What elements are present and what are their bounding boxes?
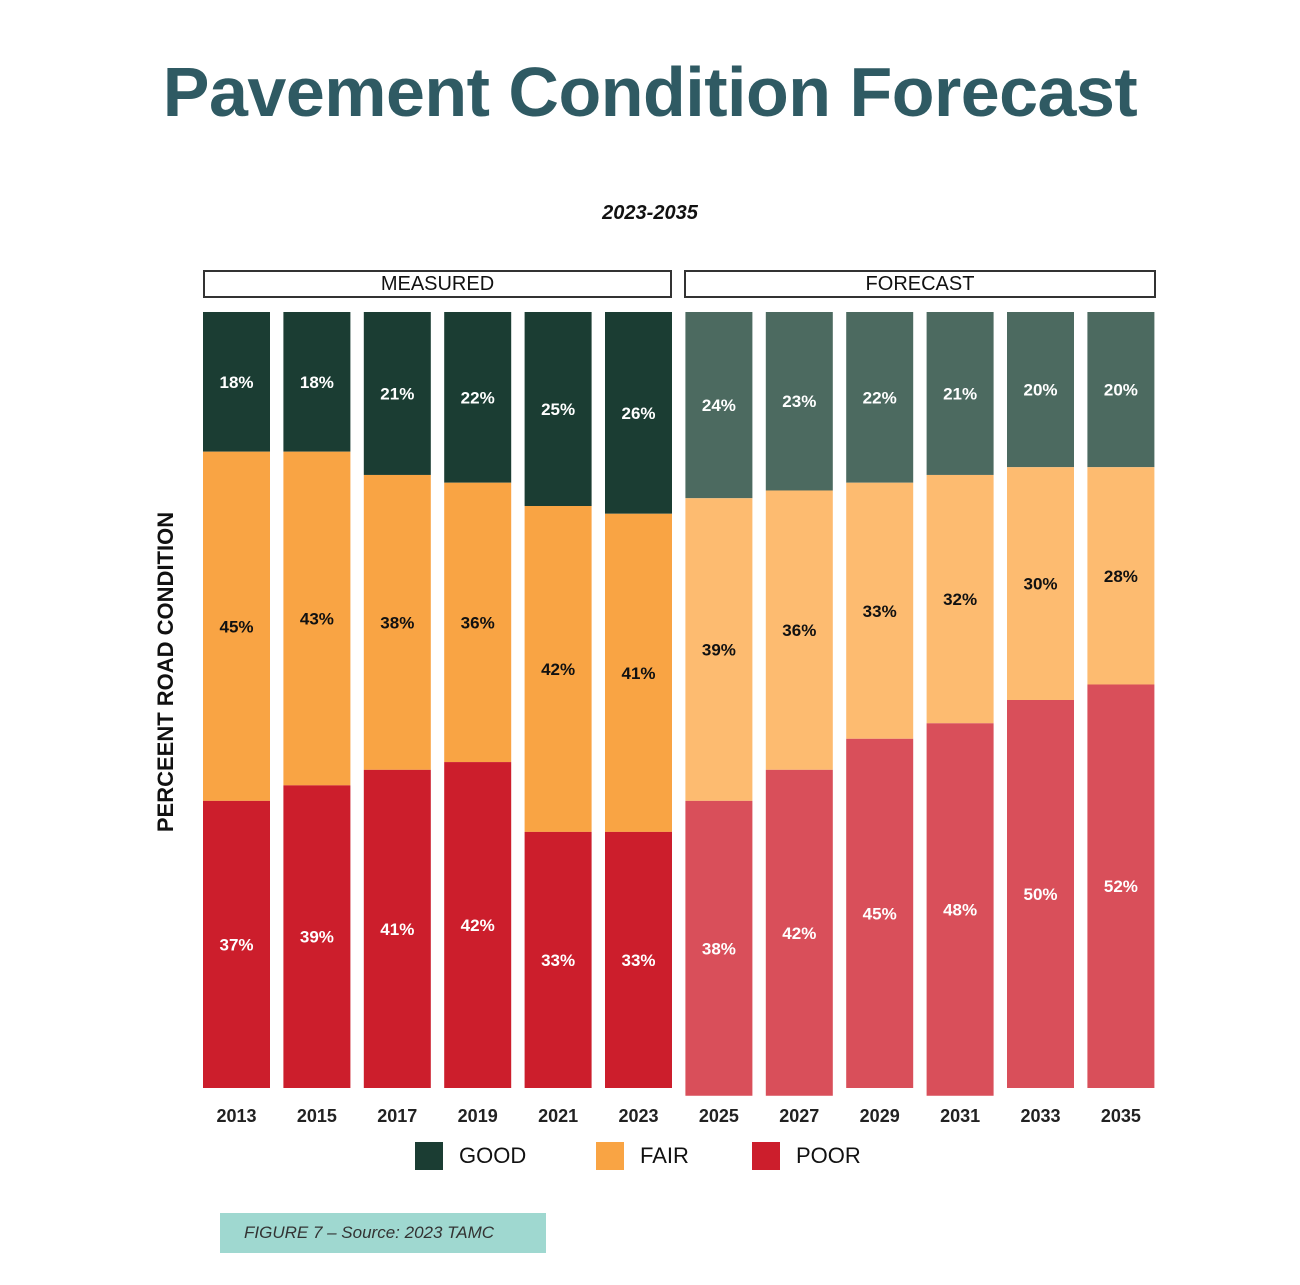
bar-poor-2031 [926, 723, 994, 1096]
bar-fair-2035 [1087, 467, 1155, 685]
bar-poor-2017 [363, 769, 431, 1088]
x-tick-2023: 2023 [618, 1106, 658, 1126]
data-label-poor-2015: 39% [300, 928, 334, 947]
data-label-good-2017: 21% [380, 384, 414, 403]
data-label-good-2027: 23% [782, 392, 816, 411]
bar-poor-2019 [444, 762, 512, 1088]
data-label-poor-2035: 52% [1104, 877, 1138, 896]
measured-section-label: MEASURED [203, 270, 672, 298]
data-label-fair-2029: 33% [863, 602, 897, 621]
data-label-good-2029: 22% [863, 388, 897, 407]
bar-good-2035 [1087, 312, 1155, 468]
data-label-good-2033: 20% [1023, 381, 1057, 400]
bar-fair-2017 [363, 474, 431, 770]
bar-poor-2033 [1007, 700, 1074, 1088]
bar-good-2015 [283, 312, 351, 452]
chart-title: Pavement Condition Forecast [162, 53, 1138, 131]
data-label-fair-2023: 41% [621, 664, 655, 683]
legend-label-poor: POOR [796, 1143, 861, 1168]
bar-poor-2023 [605, 831, 672, 1088]
data-label-poor-2017: 41% [380, 920, 414, 939]
data-label-fair-2031: 32% [943, 590, 977, 609]
legend-item-poor: POOR [752, 1140, 861, 1172]
legend-swatch-good [415, 1142, 443, 1170]
bar-poor-2025 [685, 800, 753, 1096]
bar-good-2023 [605, 312, 672, 514]
bar-poor-2021 [524, 831, 592, 1088]
data-label-good-2031: 21% [943, 384, 977, 403]
bar-fair-2029 [846, 482, 914, 739]
legend-swatch-poor [752, 1142, 780, 1170]
x-tick-2029: 2029 [860, 1106, 900, 1126]
x-tick-2013: 2013 [216, 1106, 256, 1126]
bar-fair-2023 [605, 513, 672, 832]
bar-fair-2031 [926, 474, 994, 724]
data-label-poor-2029: 45% [863, 904, 897, 923]
data-label-fair-2035: 28% [1104, 567, 1138, 586]
x-tick-2017: 2017 [377, 1106, 417, 1126]
data-label-poor-2025: 38% [702, 939, 736, 958]
bar-fair-2021 [524, 506, 592, 832]
x-tick-2027: 2027 [779, 1106, 819, 1126]
legend-swatch-fair [596, 1142, 624, 1170]
x-tick-2021: 2021 [538, 1106, 578, 1126]
data-label-fair-2027: 36% [782, 621, 816, 640]
bar-fair-2015 [283, 451, 351, 786]
bar-poor-2029 [846, 738, 914, 1088]
bar-good-2033 [1007, 312, 1074, 468]
bar-fair-2019 [444, 482, 512, 763]
x-tick-2025: 2025 [699, 1106, 739, 1126]
data-label-good-2025: 24% [702, 396, 736, 415]
legend-label-fair: FAIR [640, 1143, 689, 1168]
bar-poor-2027 [765, 769, 833, 1096]
bar-fair-2013 [203, 451, 270, 801]
x-tick-2019: 2019 [458, 1106, 498, 1126]
bar-good-2013 [203, 312, 270, 452]
data-label-fair-2013: 45% [219, 617, 253, 636]
data-label-good-2035: 20% [1104, 381, 1138, 400]
bar-fair-2025 [685, 498, 753, 801]
data-label-good-2015: 18% [300, 373, 334, 392]
bar-poor-2013 [203, 800, 270, 1088]
legend-label-good: GOOD [459, 1143, 527, 1168]
data-label-poor-2013: 37% [219, 935, 253, 954]
x-tick-2015: 2015 [297, 1106, 337, 1126]
bar-good-2021 [524, 312, 592, 506]
legend-item-fair: FAIR [596, 1140, 689, 1172]
legend-item-good: GOOD [415, 1140, 526, 1172]
bar-fair-2033 [1007, 467, 1074, 700]
data-label-good-2013: 18% [219, 373, 253, 392]
forecast-section-label: FORECAST [684, 270, 1156, 298]
figure-source-caption: FIGURE 7 – Source: 2023 TAMC [220, 1213, 546, 1253]
bar-fair-2027 [765, 490, 833, 770]
data-label-fair-2019: 36% [461, 613, 495, 632]
data-label-fair-2017: 38% [380, 613, 414, 632]
data-label-poor-2031: 48% [943, 901, 977, 920]
bar-poor-2035 [1087, 684, 1155, 1088]
data-label-fair-2025: 39% [702, 641, 736, 660]
bar-poor-2015 [283, 785, 351, 1088]
data-label-poor-2027: 42% [782, 924, 816, 943]
bar-good-2029 [846, 312, 914, 483]
bar-good-2017 [363, 312, 431, 475]
data-label-fair-2021: 42% [541, 660, 575, 679]
chart-subtitle: 2023-2035 [602, 202, 698, 224]
bar-good-2025 [685, 312, 753, 499]
data-label-good-2023: 26% [621, 404, 655, 423]
data-label-fair-2033: 30% [1023, 575, 1057, 594]
x-tick-2035: 2035 [1101, 1106, 1141, 1126]
data-label-poor-2021: 33% [541, 951, 575, 970]
data-label-good-2021: 25% [541, 400, 575, 419]
data-label-fair-2015: 43% [300, 610, 334, 629]
data-label-poor-2019: 42% [461, 916, 495, 935]
bar-good-2027 [765, 312, 833, 491]
x-tick-2033: 2033 [1020, 1106, 1060, 1126]
data-label-poor-2023: 33% [621, 951, 655, 970]
bar-good-2019 [444, 312, 512, 483]
data-label-poor-2033: 50% [1023, 885, 1057, 904]
bar-good-2031 [926, 312, 994, 475]
x-tick-2031: 2031 [940, 1106, 980, 1126]
data-label-good-2019: 22% [461, 388, 495, 407]
